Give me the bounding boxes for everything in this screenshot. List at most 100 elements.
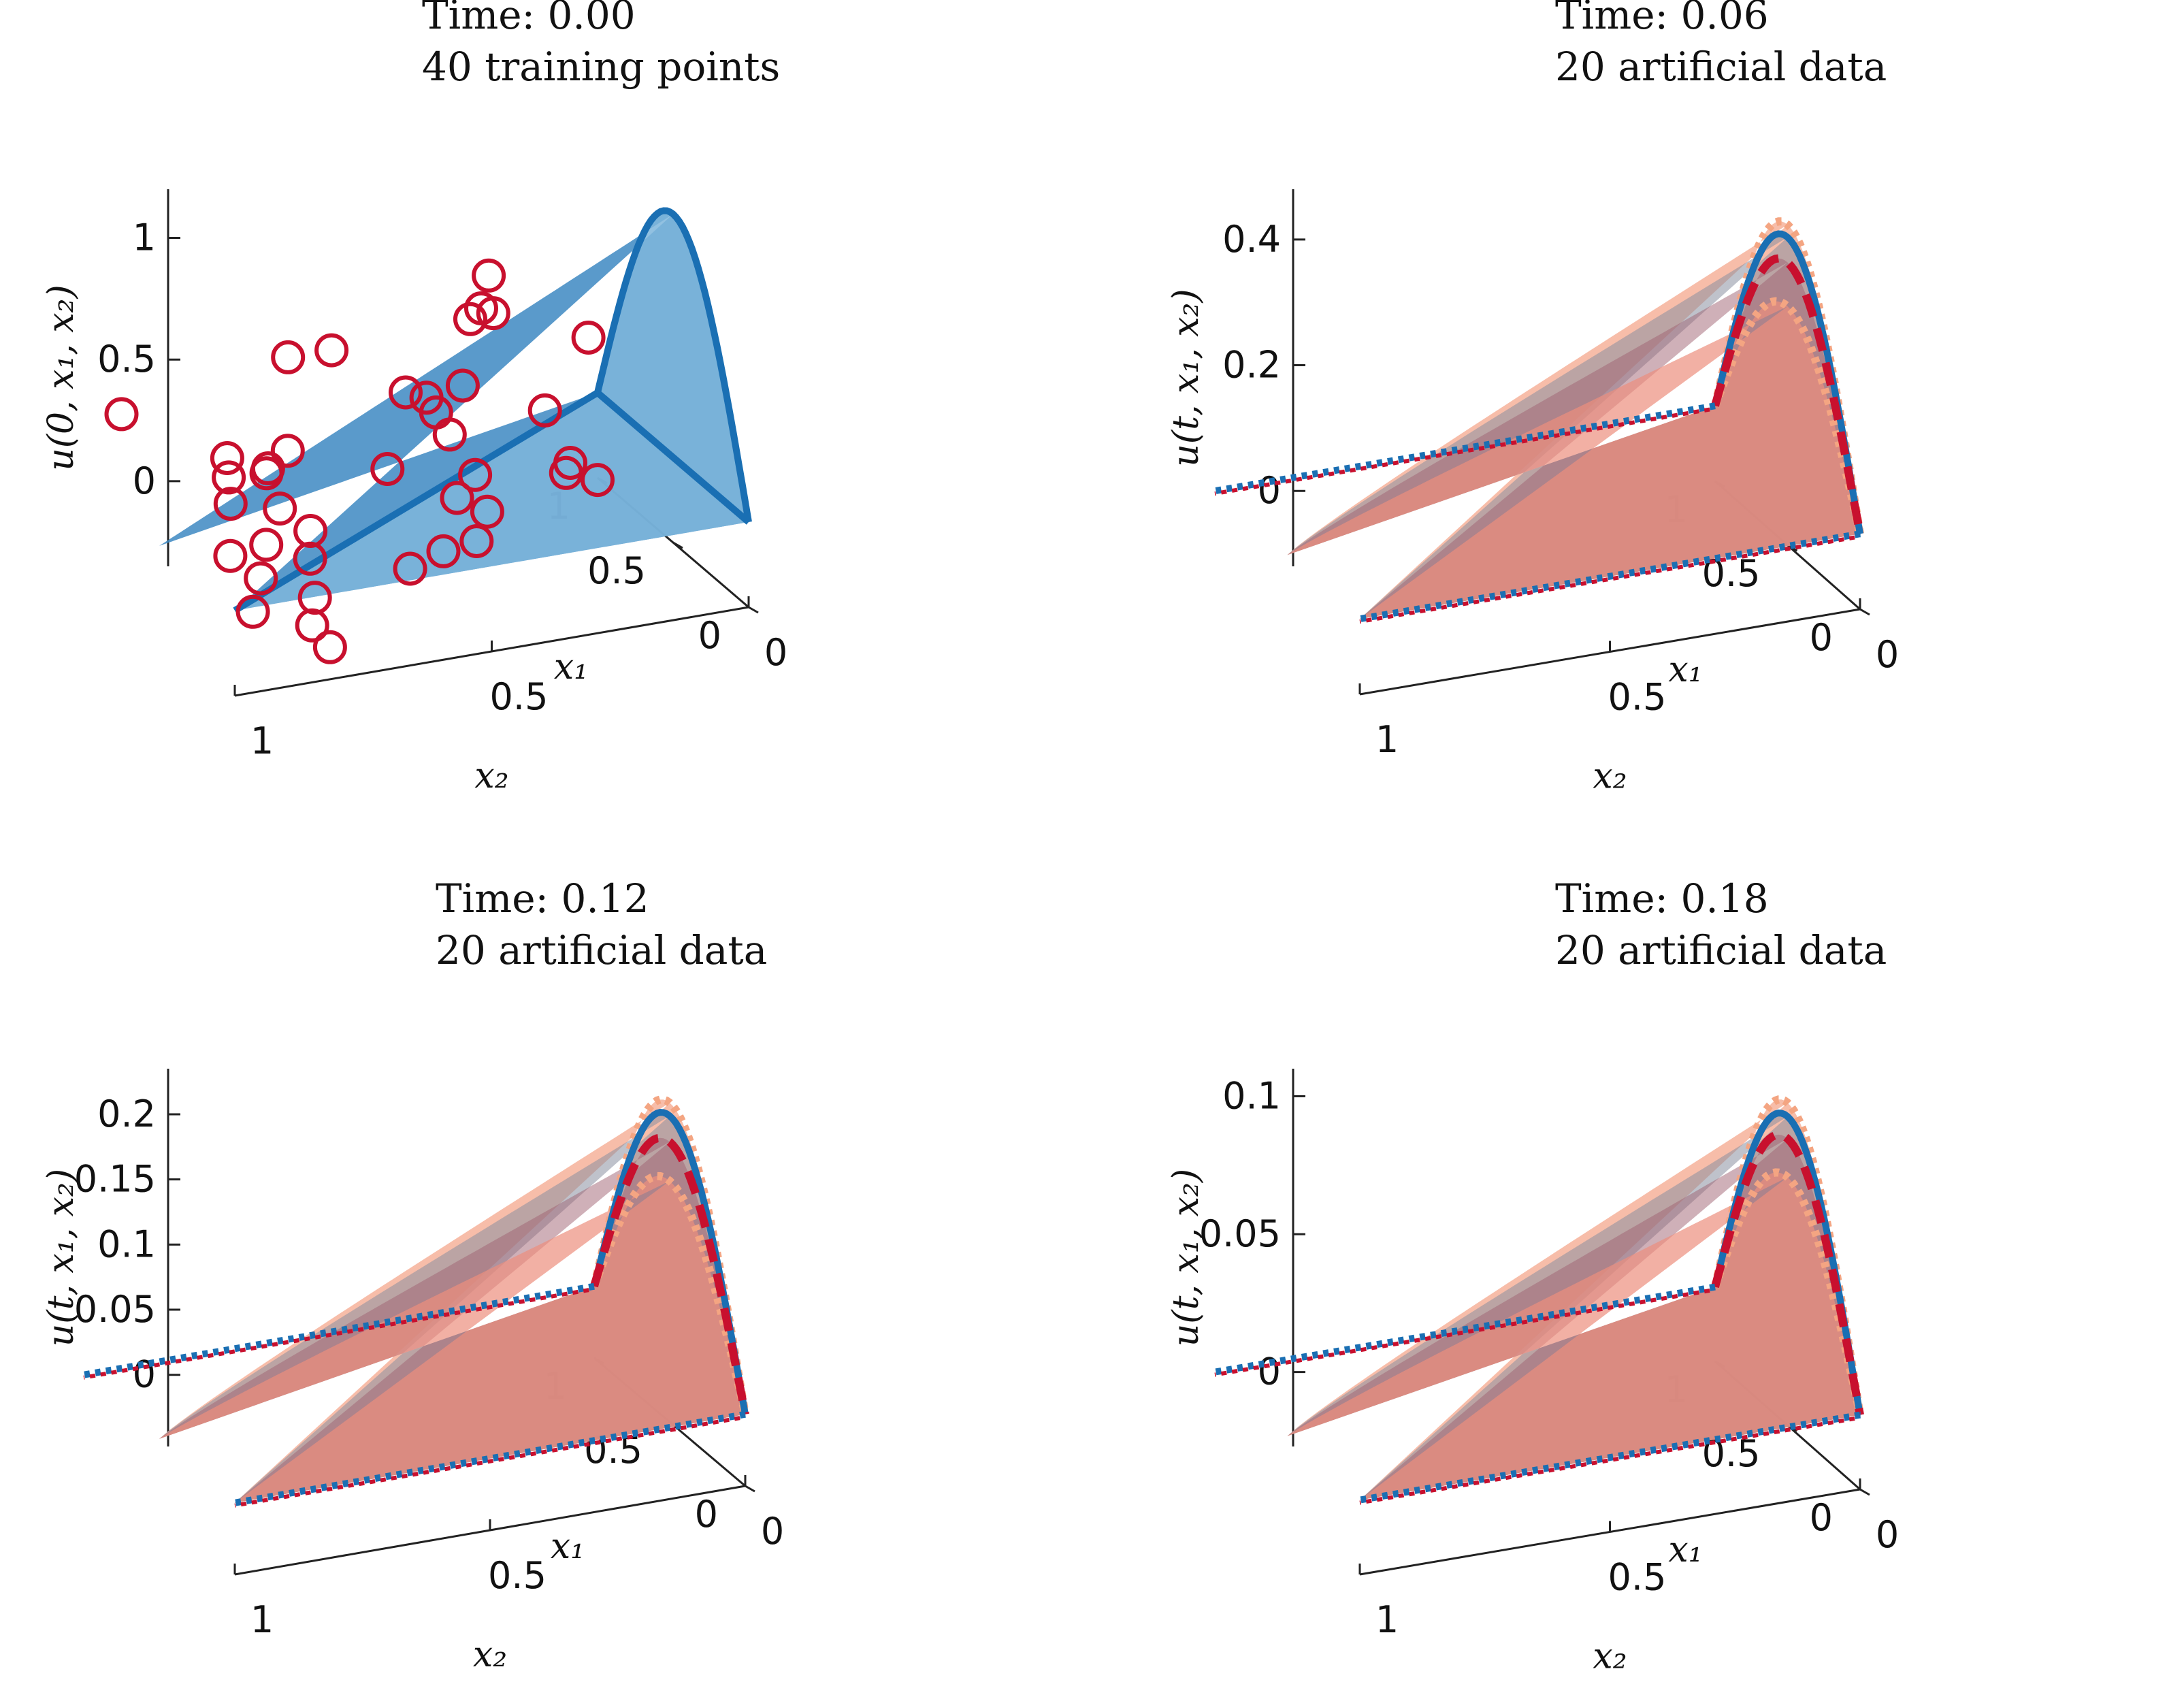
training-point bbox=[571, 321, 606, 355]
training-point bbox=[472, 258, 506, 293]
training-point bbox=[250, 451, 285, 485]
panel1-lower-band bbox=[1287, 301, 1860, 619]
training-point bbox=[419, 395, 453, 430]
panel1-edge-back bbox=[1214, 402, 1716, 495]
panel0-z-label: u(0, x₁, x₂) bbox=[41, 285, 82, 471]
training-point bbox=[370, 452, 405, 486]
panel3-x2-label: x₂ bbox=[1593, 1636, 1627, 1677]
panel1-x2-tick-label: 0.5 bbox=[1608, 676, 1667, 719]
training-point bbox=[426, 534, 461, 568]
panel2-edge-front-mean bbox=[234, 1414, 746, 1508]
panel3-z-tick-label: 0.05 bbox=[1199, 1212, 1281, 1255]
panel2-z-label: u(t, x₁, x₂) bbox=[41, 1169, 82, 1346]
training-point bbox=[244, 561, 278, 596]
training-point bbox=[270, 434, 305, 468]
training-point bbox=[235, 594, 270, 629]
panel2-x1-tick-label: 0 bbox=[695, 1493, 718, 1536]
panel0-x1-tick-label: 0.5 bbox=[587, 549, 646, 592]
panel0-x2-label: x₂ bbox=[474, 756, 508, 796]
training-point bbox=[440, 481, 474, 515]
training-point bbox=[213, 487, 248, 521]
panel1-edge-front bbox=[1359, 530, 1861, 623]
panel-t018-title-line2: 20 artificial data bbox=[1555, 927, 1887, 973]
panel-t018-title-line1: Time: 0.18 bbox=[1555, 875, 1769, 922]
panel1-z-label: u(t, x₁, x₂) bbox=[1166, 289, 1207, 466]
panel2-z-tick-label: 0.15 bbox=[74, 1158, 156, 1201]
panel-t012-title-line2: 20 artificial data bbox=[436, 927, 767, 973]
training-point bbox=[263, 491, 297, 526]
panel0-x1-label: x₁ bbox=[554, 647, 588, 688]
panel2-x2-tick-label: 0 bbox=[761, 1510, 784, 1553]
panel0-x1-tick bbox=[748, 606, 759, 614]
training-point bbox=[389, 375, 423, 410]
training-point bbox=[393, 551, 427, 586]
training-point bbox=[553, 446, 587, 480]
panel0-x2-tick-label: 0.5 bbox=[490, 675, 549, 718]
panel0-x1-tick-label: 0 bbox=[698, 614, 721, 657]
training-point bbox=[453, 302, 487, 336]
panel0-z-tick-label: 0 bbox=[133, 459, 156, 502]
panel3-x2-tick-label: 0 bbox=[1876, 1513, 1899, 1556]
panel1-z-tick-label: 0.4 bbox=[1222, 218, 1281, 261]
panel0-x1-tick bbox=[672, 541, 683, 549]
training-point bbox=[271, 340, 306, 374]
training-point bbox=[459, 524, 494, 558]
panel2-z-tick-label: 0.2 bbox=[97, 1093, 156, 1135]
panel3-x1-label: x₁ bbox=[1668, 1530, 1702, 1570]
training-point bbox=[293, 541, 327, 576]
panel2-x1-tick bbox=[745, 1485, 755, 1493]
panel2-mean-arch bbox=[590, 1133, 749, 1415]
panel0-x2-tick-label: 1 bbox=[250, 719, 274, 762]
training-point bbox=[210, 441, 244, 475]
panel3-x2-tick-label: 1 bbox=[1375, 1598, 1399, 1641]
panel3-z-tick-label: 0 bbox=[1258, 1351, 1281, 1393]
panel3-z-tick-label: 0.1 bbox=[1222, 1075, 1281, 1118]
panel-t0-title-line1: Time: 0.00 bbox=[422, 0, 636, 38]
panel1-x1-tick bbox=[1859, 608, 1870, 616]
panel1-x2-tick-label: 1 bbox=[1375, 718, 1399, 761]
panel3-mean-arch bbox=[1711, 1130, 1864, 1416]
panel1-lower-arch bbox=[1711, 297, 1864, 535]
training-point bbox=[581, 463, 615, 498]
panel1-mean-arch bbox=[1711, 254, 1864, 535]
panel2-x2-tick-label: 0.5 bbox=[488, 1554, 547, 1597]
panel1-x2-tick-label: 0 bbox=[1876, 633, 1899, 676]
training-point bbox=[213, 538, 248, 573]
panel1-x1-label: x₁ bbox=[1668, 649, 1702, 690]
training-point bbox=[312, 630, 347, 664]
panel2-x1-label: x₁ bbox=[551, 1526, 585, 1567]
training-point bbox=[293, 514, 328, 548]
panel3-edge-back bbox=[1214, 1283, 1716, 1376]
panel3-x1-tick-label: 0 bbox=[1810, 1496, 1833, 1539]
panel0-surface-edge bbox=[233, 389, 600, 614]
panel1-x2-label: x₂ bbox=[1593, 756, 1627, 797]
panel3-edge-back-mean bbox=[1214, 1287, 1716, 1377]
panel1-z-tick-label: 0 bbox=[1258, 469, 1281, 512]
panel0-z-tick-label: 0.5 bbox=[97, 338, 156, 381]
panel0-x2-tick-label: 0 bbox=[764, 631, 787, 674]
panel1-x1-tick-label: 0.5 bbox=[1702, 552, 1761, 595]
panel0-surface-arch bbox=[594, 207, 752, 523]
panel2-z-tick-label: 0.05 bbox=[74, 1288, 156, 1331]
panel1-true-arch bbox=[1712, 230, 1863, 535]
panel-t006: Time: 0.06 20 artificial data 0 0.2 0.4 0 0.… bbox=[1166, 0, 1899, 797]
panel2-lower-arch bbox=[590, 1171, 749, 1416]
panel-t0: Time: 0.00 40 training points 0 0.5 1 0 0.5 1… bbox=[41, 0, 787, 796]
panel-t0-title-line2: 40 training points bbox=[422, 44, 780, 90]
panel0-surface-edge-2 bbox=[595, 390, 751, 525]
panel0-z-tick-label: 1 bbox=[133, 216, 156, 259]
panel-t012-title-line1: Time: 0.12 bbox=[436, 875, 649, 922]
training-point bbox=[295, 608, 329, 643]
panel-t018: Time: 0.18 20 artificial data 00.050.100… bbox=[1166, 875, 1899, 1677]
panel1-x1-tick-label: 0 bbox=[1810, 616, 1833, 659]
training-point bbox=[314, 333, 349, 368]
panel3-x2-tick-label: 0.5 bbox=[1608, 1556, 1667, 1599]
panel3-edge-front-mean bbox=[1359, 1415, 1861, 1505]
training-point bbox=[445, 368, 480, 403]
panel-t006-title-line1: Time: 0.06 bbox=[1555, 0, 1769, 38]
